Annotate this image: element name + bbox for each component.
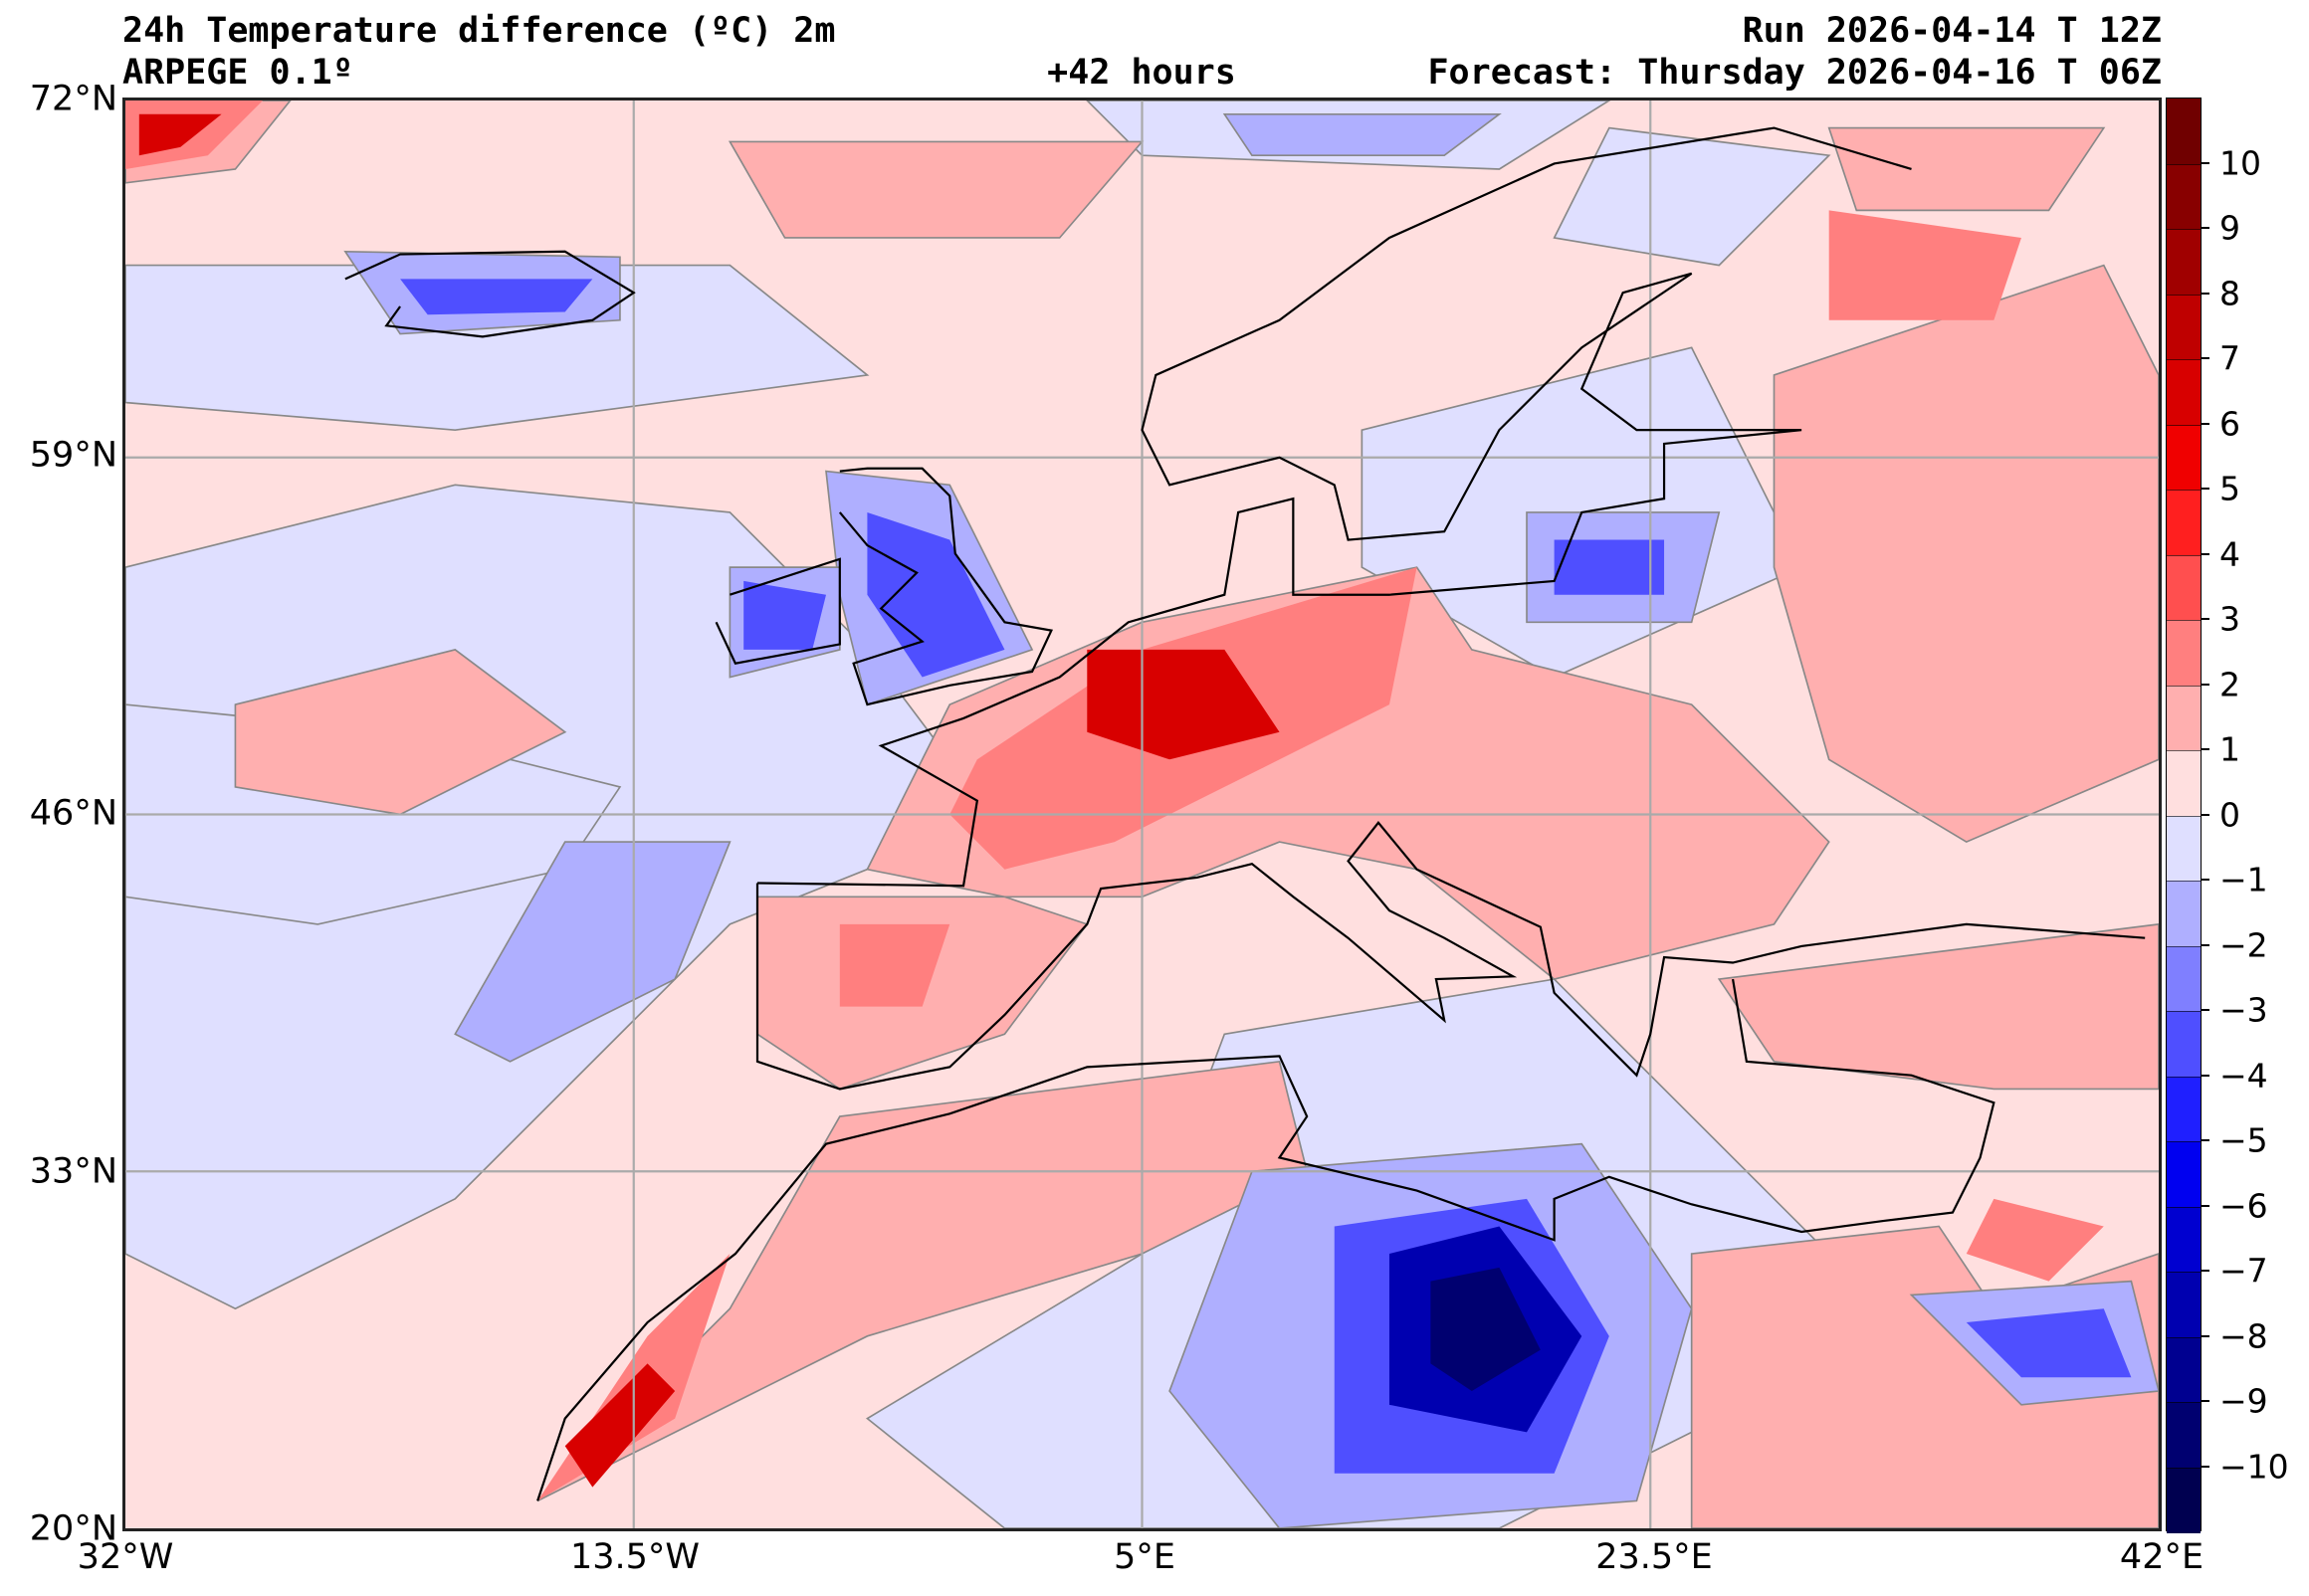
colorbar-tick — [2202, 813, 2209, 816]
colorbar-band — [2167, 685, 2201, 751]
colorbar-band — [2167, 1141, 2201, 1208]
cooling-core — [1430, 1267, 1541, 1392]
colorbar-tick-label: 1 — [2219, 729, 2240, 769]
colorbar-band — [2167, 229, 2201, 296]
colorbar-tick-label: 6 — [2219, 404, 2240, 443]
colorbar-tick — [2202, 943, 2209, 946]
lon-label-23-5e: 23.5°E — [1595, 1537, 1713, 1577]
colorbar-tick — [2202, 292, 2209, 295]
colorbar-band — [2167, 945, 2201, 1012]
colorbar-tick-label: 8 — [2219, 274, 2240, 312]
lat-label-72n: 72°N — [29, 79, 117, 119]
colorbar-band — [2167, 1467, 2201, 1533]
colorbar-tick-label: 9 — [2219, 208, 2240, 248]
colorbar-tick — [2202, 1204, 2209, 1207]
colorbar-tick — [2202, 879, 2209, 881]
colorbar-band — [2167, 359, 2201, 426]
colorbar-band — [2167, 99, 2201, 165]
graticule — [125, 100, 2159, 1528]
lon-label-13-5w: 13.5°W — [569, 1537, 701, 1577]
colorbar-tick-label: −4 — [2219, 1056, 2268, 1095]
colorbar-tick-label: −8 — [2219, 1316, 2268, 1355]
colorbar-tick-label: 0 — [2219, 795, 2240, 834]
colorbar-band — [2167, 424, 2201, 491]
colorbar-tick — [2202, 552, 2209, 555]
colorbar-tick — [2202, 1334, 2209, 1337]
colorbar-tick — [2202, 1270, 2209, 1272]
colorbar-band — [2167, 815, 2201, 882]
colorbar-tick-label: 5 — [2219, 469, 2240, 508]
colorbar-band — [2167, 163, 2201, 230]
colorbar-band — [2167, 490, 2201, 556]
lon-label-42e: 42°E — [2119, 1537, 2204, 1577]
colorbar-tick-label: −3 — [2219, 990, 2268, 1030]
colorbar-tick-label: −6 — [2219, 1186, 2268, 1225]
run-time: Run 2026-04-14 T 12Z — [1742, 11, 2162, 51]
lat-label-20n: 20°N — [29, 1508, 117, 1549]
warming-core — [138, 113, 1280, 1488]
colorbar-tick-label: 3 — [2219, 599, 2240, 639]
lat-label-33n: 33°N — [29, 1151, 117, 1192]
lon-label-5e: 5°E — [1114, 1537, 1175, 1577]
colorbar-tick-label: 7 — [2219, 338, 2240, 378]
lat-label-46n: 46°N — [29, 793, 117, 834]
colorbar-tick — [2202, 1400, 2209, 1402]
colorbar-tick — [2202, 1074, 2209, 1077]
colorbar-band — [2167, 1402, 2201, 1469]
colorbar-tick-label: −9 — [2219, 1381, 2268, 1421]
map-title: 24h Temperature difference (ºC) 2m — [122, 11, 836, 51]
colorbar-tick-label: −5 — [2219, 1120, 2268, 1160]
colorbar-tick-label: −2 — [2219, 925, 2268, 964]
colorbar-band — [2167, 620, 2201, 687]
colorbar-tick-label: 4 — [2219, 534, 2240, 573]
lead-time: +42 hours — [1047, 53, 1236, 93]
colorbar-band — [2167, 881, 2201, 947]
colorbar-tick — [2202, 357, 2209, 359]
forecast-time: Forecast: Thursday 2026-04-16 T 06Z — [1427, 53, 2162, 93]
temperature-difference-map — [122, 98, 2162, 1531]
colorbar-tick — [2202, 227, 2209, 229]
colorbar-tick — [2202, 618, 2209, 620]
model-label: ARPEGE 0.1º — [122, 53, 353, 93]
colorbar-tick-label: −10 — [2219, 1447, 2289, 1486]
colorbar-tick-label: 2 — [2219, 665, 2240, 703]
lat-label-59n: 59°N — [29, 435, 117, 476]
colorbar-tick-label: −7 — [2219, 1251, 2268, 1291]
colorbar-tick-label: 10 — [2219, 143, 2261, 182]
colorbar-tick — [2202, 1139, 2209, 1141]
colorbar-band — [2167, 1272, 2201, 1338]
colorbar-tick — [2202, 1009, 2209, 1011]
colorbar-tick — [2202, 1465, 2209, 1468]
lon-label-32w: 32°W — [77, 1537, 174, 1577]
colorbar-band — [2167, 750, 2201, 817]
coastlines — [344, 126, 2146, 1501]
colorbar-band — [2167, 1076, 2201, 1142]
colorbar-band — [2167, 294, 2201, 360]
colorbar-band — [2167, 554, 2201, 621]
colorbar-tick — [2202, 488, 2209, 490]
colorbar-tick — [2202, 683, 2209, 686]
colorbar-tick — [2202, 422, 2209, 425]
colorbar-band — [2167, 1011, 2201, 1078]
colorbar-band — [2167, 1206, 2201, 1273]
colorbar-tick — [2202, 748, 2209, 750]
colorbar — [2166, 98, 2202, 1533]
colorbar-tick-label: −1 — [2219, 860, 2268, 899]
colorbar-band — [2167, 1336, 2201, 1403]
colorbar-tick — [2202, 161, 2209, 164]
